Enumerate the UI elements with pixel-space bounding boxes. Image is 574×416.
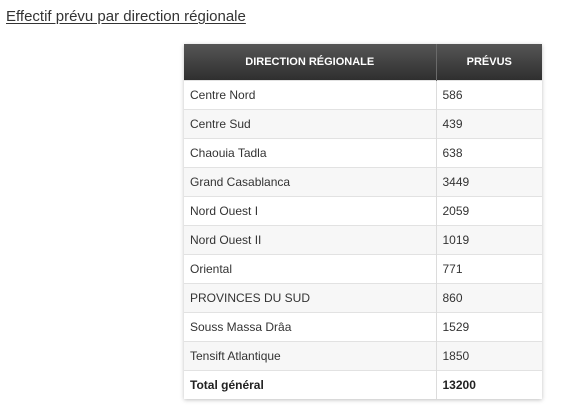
cell-direction: Nord Ouest I xyxy=(184,196,437,226)
cell-direction: Tensift Atlantique xyxy=(184,341,437,371)
total-value: 13200 xyxy=(436,370,542,399)
cell-prevus: 1850 xyxy=(436,341,542,371)
page-heading-link[interactable]: Effectif prévu par direction régionale xyxy=(6,8,246,25)
table-row: Centre Sud 439 xyxy=(184,109,542,139)
cell-prevus: 638 xyxy=(436,138,542,168)
cell-direction: Chaouia Tadla xyxy=(184,138,437,168)
table-row: Nord Ouest II 1019 xyxy=(184,225,542,255)
total-row: Total général 13200 xyxy=(184,370,542,399)
cell-direction: Nord Ouest II xyxy=(184,225,437,255)
cell-direction: Centre Sud xyxy=(184,109,437,139)
table-row: Centre Nord 586 xyxy=(184,80,542,110)
table-row: Tensift Atlantique 1850 xyxy=(184,341,542,371)
cell-prevus: 1019 xyxy=(436,225,542,255)
table-row: Chaouia Tadla 638 xyxy=(184,138,542,168)
data-table: DIRECTION RÉGIONALE PRÉVUS Centre Nord 5… xyxy=(184,44,542,399)
table-row: Souss Massa Drâa 1529 xyxy=(184,312,542,342)
regional-staff-table: DIRECTION RÉGIONALE PRÉVUS Centre Nord 5… xyxy=(184,44,542,399)
table-row: PROVINCES DU SUD 860 xyxy=(184,283,542,313)
table-row: Oriental 771 xyxy=(184,254,542,284)
table-row: Nord Ouest I 2059 xyxy=(184,196,542,226)
cell-prevus: 771 xyxy=(436,254,542,284)
cell-prevus: 860 xyxy=(436,283,542,313)
cell-direction: Oriental xyxy=(184,254,437,284)
header-prevus: PRÉVUS xyxy=(436,44,542,81)
cell-direction: PROVINCES DU SUD xyxy=(184,283,437,313)
cell-direction: Grand Casablanca xyxy=(184,167,437,197)
cell-prevus: 1529 xyxy=(436,312,542,342)
header-direction: DIRECTION RÉGIONALE xyxy=(184,44,437,81)
table-row: Grand Casablanca 3449 xyxy=(184,167,542,197)
cell-direction: Centre Nord xyxy=(184,80,437,110)
cell-prevus: 586 xyxy=(436,80,542,110)
total-label: Total général xyxy=(184,370,437,399)
cell-prevus: 2059 xyxy=(436,196,542,226)
cell-direction: Souss Massa Drâa xyxy=(184,312,437,342)
cell-prevus: 3449 xyxy=(436,167,542,197)
table-header-row: DIRECTION RÉGIONALE PRÉVUS xyxy=(184,44,542,81)
cell-prevus: 439 xyxy=(436,109,542,139)
